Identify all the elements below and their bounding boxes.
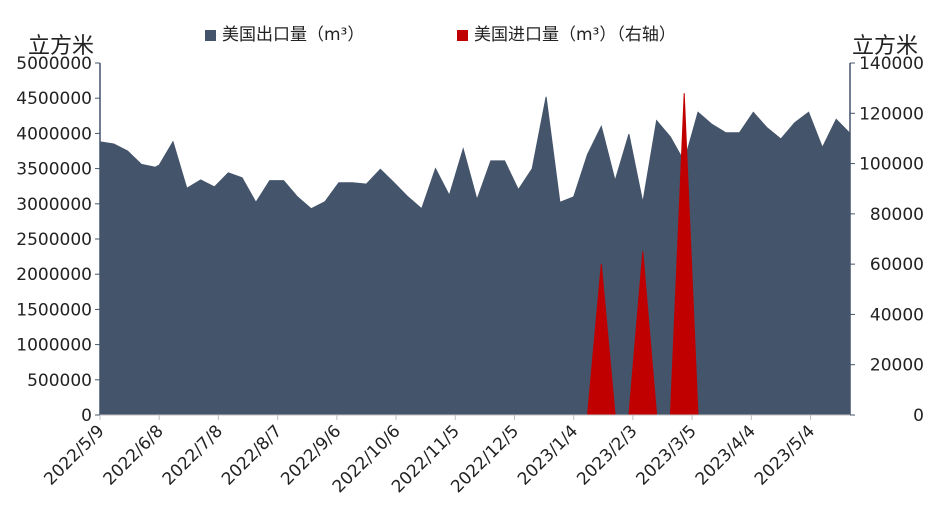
- x-tick-label: 2022/8/7: [218, 421, 286, 489]
- left-axis-unit: 立方米: [28, 34, 95, 59]
- x-tick-label: 2022/7/8: [159, 421, 227, 489]
- right-tick-label: 60000: [870, 255, 924, 275]
- right-tick-label: 140000: [859, 54, 924, 74]
- right-tick-label: 40000: [870, 305, 924, 325]
- left-tick-label: 4000000: [16, 124, 92, 144]
- legend-import: 美国进口量（m³）（右轴）: [457, 20, 676, 45]
- left-tick-label: 2000000: [16, 265, 92, 285]
- x-tick-label: 2023/2/3: [573, 421, 641, 489]
- x-tick-label: 2023/1/4: [514, 421, 582, 489]
- right-axis-unit: 立方米: [852, 34, 919, 59]
- left-tick-label: 5000000: [16, 54, 92, 74]
- right-tick-label: 0: [913, 406, 924, 426]
- right-tick-label: 20000: [870, 356, 924, 376]
- import-area-series: [586, 93, 699, 416]
- x-tick-label: 2022/6/8: [100, 421, 168, 489]
- x-tick-label: 2022/5/9: [40, 421, 108, 489]
- export-area-series: [99, 96, 851, 416]
- legend-import-label: 美国进口量（m³）（右轴）: [474, 25, 676, 45]
- right-tick-label: 100000: [859, 155, 924, 175]
- x-tick-label: 2023/3/5: [633, 421, 701, 489]
- left-tick-label: 500000: [27, 371, 92, 391]
- legend-export: 美国出口量（m³）: [205, 20, 364, 45]
- left-tick-label: 3000000: [16, 195, 92, 215]
- left-tick-label: 0: [81, 406, 92, 426]
- legend-export-label: 美国出口量（m³）: [222, 25, 365, 45]
- right-tick-label: 80000: [870, 205, 924, 225]
- legend-import-swatch: [457, 29, 468, 41]
- x-tick-label: 2023/4/4: [692, 421, 760, 489]
- x-tick-label: 2023/5/4: [751, 421, 819, 489]
- left-tick-label: 3500000: [16, 160, 92, 180]
- left-tick-label: 1000000: [16, 336, 92, 356]
- left-tick-label: 1500000: [16, 300, 92, 320]
- right-tick-label: 120000: [859, 104, 924, 124]
- left-tick-label: 2500000: [16, 230, 92, 250]
- left-tick-label: 4500000: [16, 89, 92, 109]
- legend-export-swatch: [205, 29, 216, 41]
